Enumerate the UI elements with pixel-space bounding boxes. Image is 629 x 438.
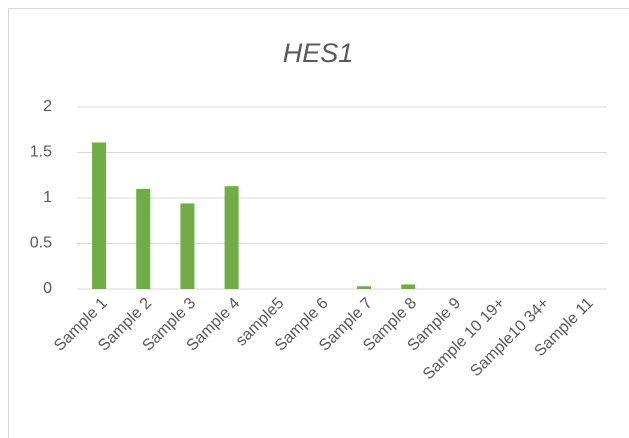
bar bbox=[180, 203, 195, 289]
bar bbox=[92, 142, 107, 289]
y-tick-label: 1.5 bbox=[30, 144, 52, 161]
y-tick-label: 0.5 bbox=[30, 235, 52, 252]
bar bbox=[224, 186, 239, 289]
bar bbox=[357, 286, 372, 289]
y-tick-label: 2 bbox=[43, 98, 52, 115]
y-tick-label: 0 bbox=[43, 280, 52, 297]
chart-border bbox=[8, 8, 629, 438]
bar bbox=[136, 188, 151, 289]
bar bbox=[401, 284, 416, 289]
chart-title: HES1 bbox=[283, 38, 354, 68]
y-tick-label: 1 bbox=[43, 189, 52, 206]
